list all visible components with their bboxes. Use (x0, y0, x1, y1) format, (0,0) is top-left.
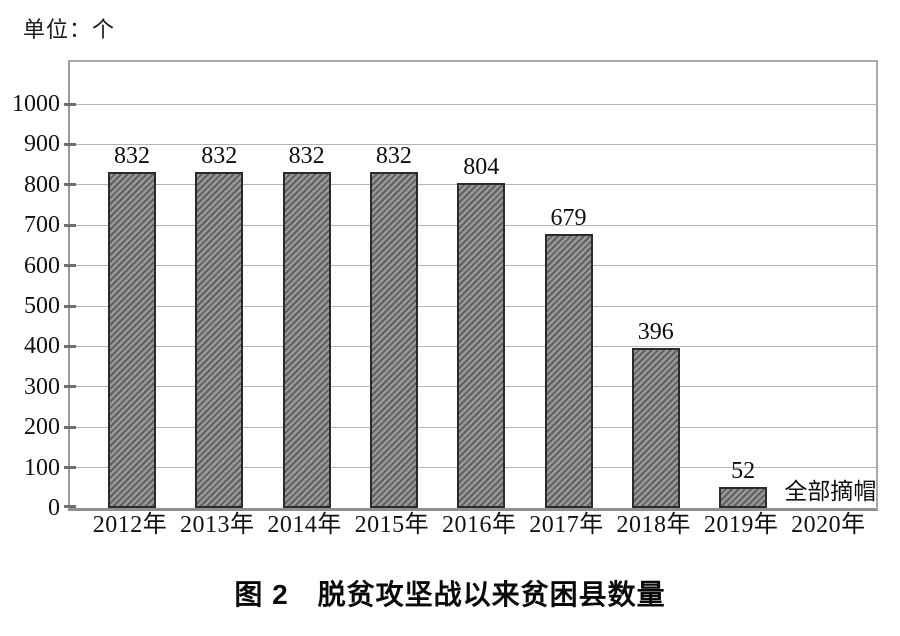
x-axis-label-2016年: 2016年 (441, 512, 517, 538)
value-label-2012年: 832 (114, 142, 150, 169)
value-label-2013年: 832 (201, 142, 238, 169)
y-axis-tick-400 (64, 344, 76, 348)
y-axis-label-200: 200 (24, 414, 60, 441)
y-axis-label-700: 700 (24, 212, 60, 239)
y-axis-label-600: 600 (24, 252, 60, 279)
y-axis-label-1000: 1000 (12, 91, 60, 117)
x-axis-labels: 2012年 2013年 2014年 2015年 2016年 2017年 2018年 2019年… (68, 510, 874, 544)
value-label-2015年: 832 (375, 142, 412, 169)
bar-2015年 (369, 171, 418, 508)
value-label-2014年: 832 (288, 142, 325, 169)
y-axis-label-500: 500 (24, 293, 60, 319)
bar-2018年 (631, 348, 680, 508)
bar-2016年 (457, 183, 506, 508)
y-axis-tick-200 (64, 425, 76, 429)
value-label-2017年: 679 (550, 204, 587, 231)
bar-2019年 (719, 487, 768, 508)
x-axis-label-2013年: 2013年 (180, 512, 255, 538)
value-label-2016年: 804 (463, 154, 500, 181)
y-axis-tick-100 (64, 466, 76, 470)
x-axis-label-2012年: 2012年 (92, 512, 168, 538)
y-axis-label-900: 900 (24, 131, 60, 158)
bar-2014年 (282, 171, 331, 508)
y-axis-tick-600 (64, 264, 76, 268)
x-axis-label-2014年: 2014年 (267, 512, 342, 538)
y-axis-tick-800 (64, 183, 76, 187)
x-axis-label-2020年: 2020年 (791, 512, 866, 538)
y-axis-tick-1000 (64, 102, 76, 106)
y-axis-label-300: 300 (24, 373, 60, 400)
y-axis-tick-900 (64, 142, 76, 146)
value-label-2018年: 396 (637, 319, 674, 346)
y-axis-tick-0 (64, 504, 76, 508)
bar-2012年 (108, 171, 156, 508)
y-axis-tick-700 (64, 223, 76, 227)
y-axis-label-100: 100 (24, 454, 60, 481)
y-axis-tick-500 (64, 304, 76, 308)
gridline-900 (70, 143, 876, 145)
value-label-2019年: 52 (731, 458, 756, 484)
y-axis-label-400: 400 (24, 333, 60, 360)
x-axis-label-2015年: 2015年 (354, 512, 430, 538)
bar-2017年 (544, 233, 593, 508)
x-axis-label-2017年: 2017年 (529, 512, 604, 538)
y-axis-label-0: 0 (48, 495, 60, 521)
y-axis-label-800: 800 (24, 171, 60, 198)
unit-label: 单位：个 (23, 17, 116, 42)
annotation-2020年: 全部摘帽 (784, 479, 877, 504)
bar-2013年 (195, 171, 244, 508)
gridline-1000 (70, 103, 876, 105)
figure-caption: 图 2 脱贫攻坚战以来贫困县数量 (234, 579, 666, 610)
y-axis-tick-300 (64, 385, 76, 389)
x-axis-label-2018年: 2018年 (616, 512, 692, 538)
plot-area: 0 100 200 300 400 500 600 700 800 900 1000 832 832 83… (12, 60, 878, 521)
x-axis-label-2019年: 2019年 (703, 512, 779, 538)
